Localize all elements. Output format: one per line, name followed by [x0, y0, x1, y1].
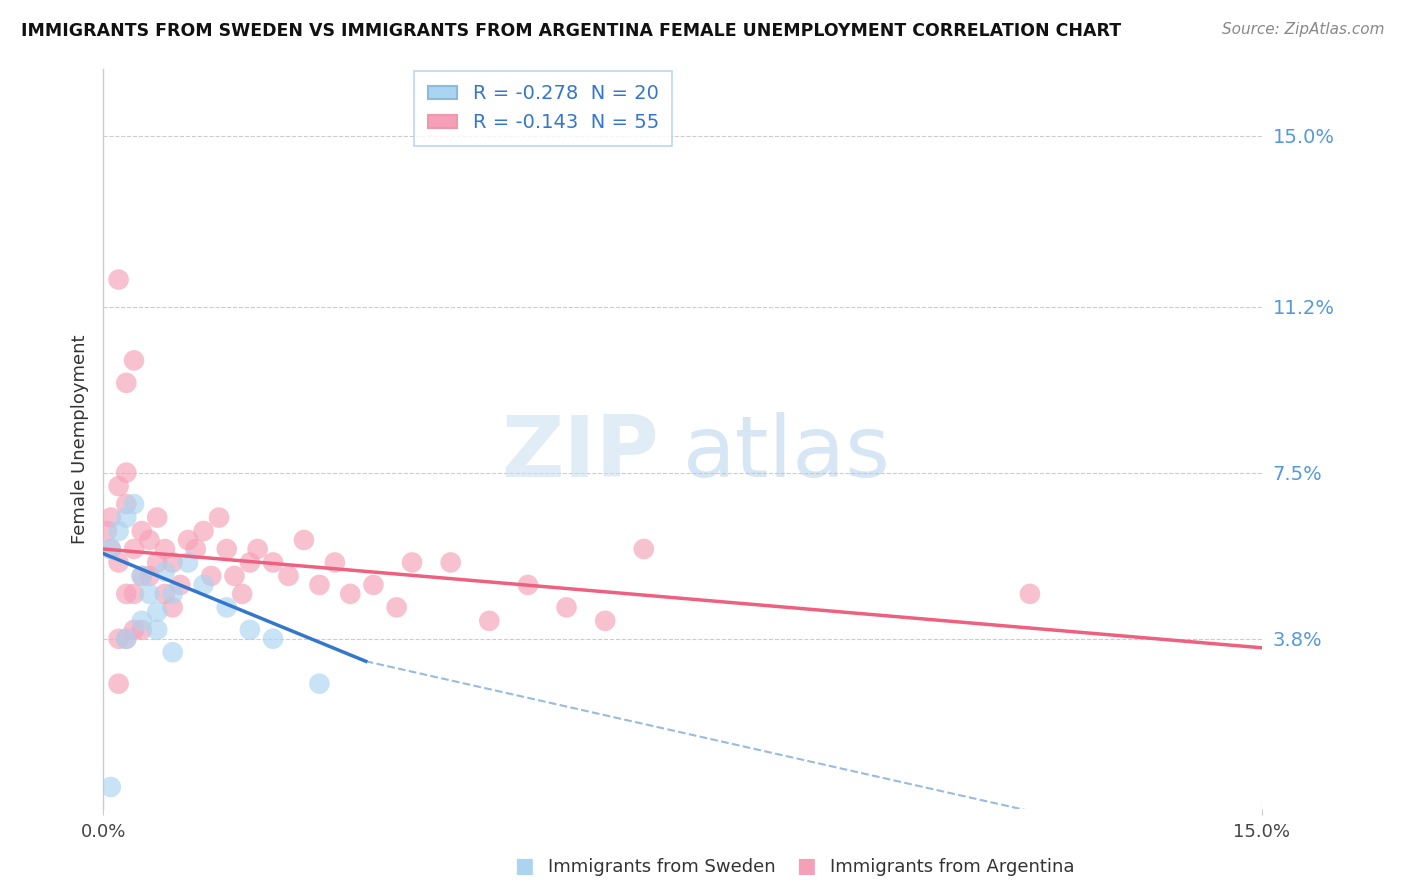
Point: [107, 556, 129, 570]
Point: [146, 623, 169, 637]
Point: [100, 541, 122, 556]
Point: [115, 510, 138, 524]
Point: [1019, 587, 1042, 601]
Point: [122, 353, 145, 368]
Point: [308, 578, 330, 592]
Point: [162, 600, 184, 615]
Point: [239, 556, 262, 570]
Point: [100, 510, 122, 524]
Text: atlas: atlas: [682, 412, 890, 495]
Point: [122, 587, 145, 601]
Y-axis label: Female Unemployment: Female Unemployment: [72, 334, 89, 544]
Point: [401, 556, 423, 570]
Point: [138, 587, 160, 601]
Point: [323, 556, 346, 570]
Point: [633, 541, 655, 556]
Point: [131, 623, 153, 637]
Point: [262, 632, 284, 646]
Point: [215, 600, 238, 615]
Point: [239, 623, 262, 637]
Text: ■: ■: [515, 856, 534, 876]
Point: [146, 556, 169, 570]
Point: [131, 569, 153, 583]
Point: [478, 614, 501, 628]
Point: [115, 376, 138, 390]
Point: [246, 541, 269, 556]
Point: [131, 614, 153, 628]
Point: [138, 569, 160, 583]
Point: [153, 565, 176, 579]
Point: [363, 578, 385, 592]
Point: [593, 614, 616, 628]
Text: ■: ■: [796, 856, 815, 876]
Point: [231, 587, 253, 601]
Point: [122, 497, 145, 511]
Point: [146, 605, 169, 619]
Point: [208, 510, 231, 524]
Text: Source: ZipAtlas.com: Source: ZipAtlas.com: [1222, 22, 1385, 37]
Point: [162, 587, 184, 601]
Point: [385, 600, 408, 615]
Point: [138, 533, 160, 547]
Point: [224, 569, 246, 583]
Point: [277, 569, 299, 583]
Point: [177, 533, 200, 547]
Point: [107, 676, 129, 690]
Point: [107, 479, 129, 493]
Text: ZIP: ZIP: [502, 412, 659, 495]
Point: [100, 541, 122, 556]
Point: [200, 569, 222, 583]
Point: [122, 541, 145, 556]
Point: [115, 497, 138, 511]
Point: [115, 587, 138, 601]
Point: [115, 632, 138, 646]
Point: [169, 578, 191, 592]
Point: [146, 510, 169, 524]
Point: [177, 556, 200, 570]
Text: Immigrants from Argentina: Immigrants from Argentina: [830, 858, 1074, 876]
Point: [153, 587, 176, 601]
Point: [107, 524, 129, 538]
Point: [339, 587, 361, 601]
Point: [555, 600, 578, 615]
Point: [115, 632, 138, 646]
Point: [308, 676, 330, 690]
Point: [131, 524, 153, 538]
Point: [122, 623, 145, 637]
Point: [162, 645, 184, 659]
Point: [131, 569, 153, 583]
Point: [516, 578, 538, 592]
Point: [193, 578, 215, 592]
Point: [107, 632, 129, 646]
Point: [100, 780, 122, 794]
Point: [153, 541, 176, 556]
Point: [107, 272, 129, 286]
Point: [215, 541, 238, 556]
Text: IMMIGRANTS FROM SWEDEN VS IMMIGRANTS FROM ARGENTINA FEMALE UNEMPLOYMENT CORRELAT: IMMIGRANTS FROM SWEDEN VS IMMIGRANTS FRO…: [21, 22, 1121, 40]
Point: [162, 556, 184, 570]
Point: [184, 541, 207, 556]
Point: [292, 533, 315, 547]
Text: Immigrants from Sweden: Immigrants from Sweden: [548, 858, 776, 876]
Point: [440, 556, 463, 570]
Point: [193, 524, 215, 538]
Legend: R = -0.278  N = 20, R = -0.143  N = 55: R = -0.278 N = 20, R = -0.143 N = 55: [415, 70, 672, 145]
Point: [115, 466, 138, 480]
Point: [96, 524, 118, 538]
Point: [262, 556, 284, 570]
